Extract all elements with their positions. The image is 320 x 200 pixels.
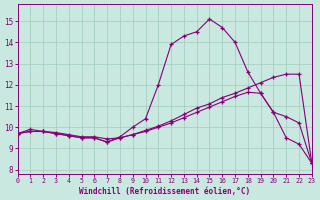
X-axis label: Windchill (Refroidissement éolien,°C): Windchill (Refroidissement éolien,°C)	[79, 187, 250, 196]
